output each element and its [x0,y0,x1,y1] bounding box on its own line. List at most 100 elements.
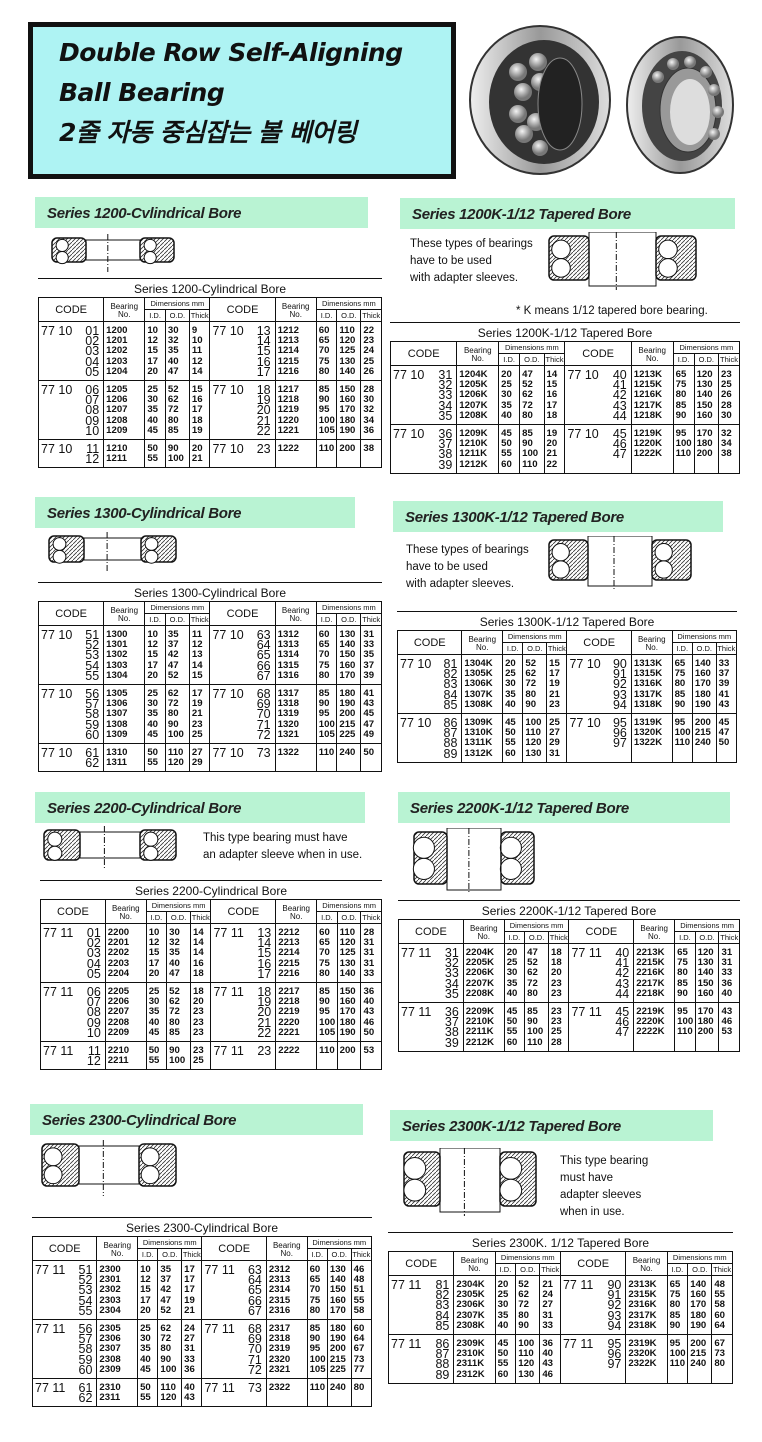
inner-diameter: 40 [501,409,512,421]
od-cell: 200 [336,439,362,469]
code-value: 33 [401,967,459,980]
code-value: 44 [567,410,627,423]
outer-diameter: 150 [696,399,713,411]
code-cell: 77 10 63 64 65 66 67 [209,625,276,686]
code-value: 77 11 86 [391,1338,449,1351]
od-cell: 200 215 240 [691,713,717,763]
code-suffix: 42 [615,966,630,981]
outer-diameter: 160 [697,987,714,999]
code-cell: 77 11 11 12 [40,1041,106,1071]
thick-cell: 48 55 58 60 64 [711,1275,733,1336]
thickness: 41 [363,688,375,700]
inner-diameter: 40 [147,414,158,426]
bearing-no: 1212 [277,325,299,336]
header-row: CODE Bearing No. Dimensions mm CODE Bearing … [396,630,738,655]
outer-diameter: 180 [690,1309,707,1321]
thickness: 23 [551,1016,562,1028]
inner-diameter: 110 [319,1045,335,1057]
row-group: 77 10 06 07 08 09 10 1205 1206 1207 1208 1209 25 30 3… [37,380,382,441]
id-cell: 45 50 55 60 [502,713,524,763]
inner-diameter: 50 [147,443,158,455]
code-suffix: 18 [257,985,272,1000]
code-cell: 77 11 95 96 97 [559,1334,627,1384]
code-prefix: 77 11 [35,1263,66,1277]
bearing-no-cell: 2217 2218 2219 2220 2221 [275,982,318,1043]
code-value: 89 [391,1368,449,1381]
outer-diameter: 130 [697,957,714,969]
code-prefix: 77 10 [567,427,599,442]
od-cell: 110 120 125 130 140 [336,321,362,382]
col-id: I.D. [145,911,168,924]
spec-table: CODE Bearing No. Dimensions mm CODE Bearing … [40,899,382,1071]
id-cell: 60 65 70 75 80 [316,923,338,984]
code-suffix: 32 [438,378,453,393]
code-prefix: 77 10 [212,442,244,457]
col-thick: Thick [543,353,566,366]
bearing-no: 1303 [106,659,128,671]
footnote: * K means 1/12 tapered bore bearing. [516,305,708,317]
header-subrow: I.D. O.D. Thick I.D. O.D. Thick [41,911,382,924]
code-suffix: 55 [85,668,100,683]
code-value: 66 [204,1294,262,1307]
inner-diameter: 20 [505,658,516,669]
bearing-no-cell: 2204K 2205K 2206K 2207K 2208K [462,943,505,1004]
code-value: 70 [212,708,271,721]
bearing-no-cell: 1319K 1320K 1322K [630,713,673,763]
outer-diameter: 160 [339,394,356,406]
thickness: 23 [551,987,562,999]
bearing-no: 1319 [277,708,299,720]
code-value: 67 [212,670,271,683]
code-value: 77 10 01 [41,325,99,338]
code-value: 77 11 56 [35,1323,92,1336]
outer-diameter: 100 [160,1363,177,1375]
outer-diameter: 120 [160,1392,177,1404]
row-group: 77 11 06 07 08 09 10 2205 2206 2207 2208 2209 25 30 3… [40,982,382,1043]
inner-diameter: 55 [501,448,512,460]
col-id: I.D. [674,931,696,944]
bearing-no: 2220K [636,1016,665,1028]
thickness: 14 [193,927,204,938]
outer-diameter: 85 [169,1026,180,1038]
thickness: 22 [546,458,558,470]
code-suffix: 09 [86,1015,101,1030]
thickness: 17 [191,688,203,700]
outer-diameter: 130 [525,747,542,759]
thick-cell: 28 30 32 34 36 [360,380,382,441]
bearing-no-cell: 1213K 1215K 1216K 1217K 1218K [630,365,674,426]
inner-diameter: 25 [501,379,512,391]
code-prefix: 77 11 [401,946,432,960]
thickness: 53 [721,1026,733,1038]
bearing-no: 1320K [633,727,663,739]
bearing-no: 1312 [277,629,299,640]
code-suffix: 03 [86,946,101,961]
code-suffix: 31 [444,946,459,960]
outer-diameter: 200 [697,1026,714,1038]
code-cell: 77 10 81 82 83 84 85 [396,654,463,715]
outer-diameter: 160 [329,1294,346,1306]
inner-diameter: 12 [147,335,158,347]
inner-diameter: 50 [497,1348,509,1360]
outer-diameter: 62 [527,967,538,979]
thickness: 14 [191,659,203,671]
code-value: 83 [391,1299,449,1312]
bearing-no: 2221 [278,1026,300,1038]
row-group: 77 10 61 62 1310 1311 50 55 110 120 27 29 77 10 73 13… [37,743,382,773]
inner-diameter: 35 [506,977,518,989]
header-row: CODE Bearing No. Dimensions mm CODE Bearing … [37,601,383,626]
inner-diameter: 45 [147,728,158,740]
row-group: 77 11 51 52 53 54 55 2300 2301 2302 2303 2304 10 12 1… [31,1260,373,1321]
bearing-no: 1216K [633,389,663,401]
id-cell: 65 75 80 85 90 [671,654,693,715]
col-id: I.D. [144,613,166,626]
code-value: 47 [567,448,627,461]
od-cell: 52 62 72 80 90 [522,654,548,715]
code-value: 71 [212,718,271,731]
thick-cell: 14 15 16 17 18 [543,365,566,426]
bearing-no: 2207K [465,977,495,989]
thick-cell: 25 27 29 31 [546,713,568,763]
code-suffix: 21 [257,1015,272,1030]
note-line: when in use. [560,1206,625,1218]
thickness: 11 [191,629,203,640]
thick-cell: 17 17 17 19 21 [181,1260,203,1321]
inner-diameter: 17 [140,1294,151,1306]
